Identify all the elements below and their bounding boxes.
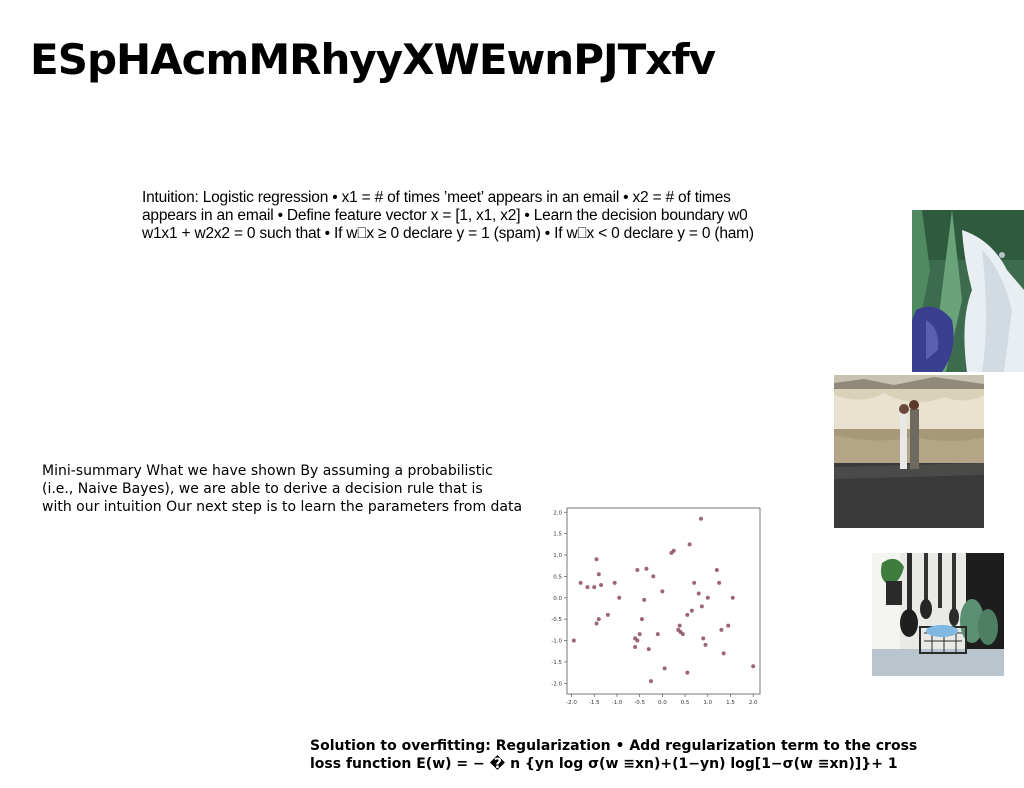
couple-by-lake-photo xyxy=(834,375,984,528)
scatter-point xyxy=(612,580,617,585)
y-tick-label: -2.0 xyxy=(551,681,562,687)
scatter-point xyxy=(730,595,735,600)
y-tick-label: 0.0 xyxy=(553,596,562,602)
scatter-point xyxy=(719,627,724,632)
solution-line: Solution to overfitting: Regularization … xyxy=(310,738,918,754)
scatter-point xyxy=(680,632,685,637)
scatter-point xyxy=(692,580,697,585)
x-tick-label: -2.0 xyxy=(566,700,577,706)
y-tick-label: -1.0 xyxy=(551,639,562,645)
scatter-point xyxy=(633,644,638,649)
intuition-line: Intuition: Logistic regression • x1 = # … xyxy=(142,189,731,206)
x-tick-label: -0.5 xyxy=(634,700,645,706)
x-tick-label: 1.5 xyxy=(726,700,735,706)
scatter-plot-svg: -2.0 -1.5 -1.0 -0.5 0.0 0.5 1.0 1.5 2.0 2.0 1.5 1.0… xyxy=(551,507,761,706)
y-tick-label: 0.5 xyxy=(553,574,562,580)
scatter-point xyxy=(701,636,706,641)
scatter-point xyxy=(637,632,642,637)
scatter-point xyxy=(635,568,640,572)
x-tick-label: 2.0 xyxy=(749,700,758,706)
intuition-line: w1x1 + w2x2 = 0 such that • If w⎕x ≥ 0 d… xyxy=(142,225,754,242)
scatter-point xyxy=(605,612,610,617)
scatter-point xyxy=(642,597,647,602)
scatter-point xyxy=(594,621,599,626)
scatter-point xyxy=(592,585,597,590)
scatter-point xyxy=(599,582,604,587)
laundry-clothes-photo xyxy=(912,210,1024,372)
scatter-point xyxy=(689,608,694,613)
scatter-point xyxy=(687,542,692,547)
slide-title: ESpHAcmMRhyyXWEwnPJTxfv xyxy=(30,35,716,84)
scatter-point xyxy=(639,617,644,622)
scatter-point xyxy=(649,679,654,684)
scatter-point xyxy=(571,638,576,643)
scatter-point xyxy=(696,591,701,596)
scatter-point xyxy=(699,604,704,609)
scatter-point xyxy=(655,632,660,637)
y-tick-label: 2.0 xyxy=(553,510,562,516)
scatter-point xyxy=(685,612,690,617)
scatter-point xyxy=(646,647,651,652)
summary-line: with our intuition Our next step is to l… xyxy=(42,499,523,515)
plot-frame xyxy=(566,507,761,695)
scatter-point xyxy=(721,651,726,656)
scatter-point xyxy=(617,595,622,600)
scatter-point xyxy=(677,623,682,628)
solution-line: loss function E(w) = − � n {yn log σ(w ≡… xyxy=(310,756,898,772)
y-tick-label: -1.5 xyxy=(551,660,562,666)
x-tick-label: -1.0 xyxy=(612,700,623,706)
scatter-point xyxy=(660,589,665,594)
intuition-text: Intuition: Logistic regression • x1 = # … xyxy=(142,189,792,243)
scatter-point xyxy=(635,638,640,643)
scatter-point xyxy=(705,595,710,600)
x-tick-label: -1.5 xyxy=(589,700,600,706)
scatter-point xyxy=(717,580,722,585)
y-tick-label: 1.5 xyxy=(553,532,562,538)
scatter-plot: -2.0 -1.5 -1.0 -0.5 0.0 0.5 1.0 1.5 2.0 2.0 1.5 1.0… xyxy=(540,503,765,708)
kitchen-shelf-photo xyxy=(872,553,1004,676)
scatter-point xyxy=(751,664,756,669)
scatter-point xyxy=(578,580,583,585)
summary-line: Mini-summary What we have shown By assum… xyxy=(42,463,493,479)
scatter-point xyxy=(594,557,599,562)
scatter-point xyxy=(698,516,703,521)
scatter-point xyxy=(644,566,649,571)
x-tick-label: 0.5 xyxy=(681,700,690,706)
y-tick-label: 1.0 xyxy=(553,553,562,559)
summary-line: (i.e., Naive Bayes), we are able to deri… xyxy=(42,481,483,497)
scatter-point xyxy=(596,572,601,577)
scatter-point xyxy=(585,585,590,590)
scatter-point xyxy=(662,666,667,671)
solution-text: Solution to overfitting: Regularization … xyxy=(310,737,1010,773)
mini-summary-text: Mini-summary What we have shown By assum… xyxy=(42,462,532,516)
intuition-line: appears in an email • Define feature vec… xyxy=(142,207,748,224)
x-tick-label: 0.0 xyxy=(658,700,667,706)
scatter-point xyxy=(671,548,676,553)
scatter-point xyxy=(651,574,656,579)
scatter-point xyxy=(703,642,708,647)
scatter-point xyxy=(726,623,731,628)
scatter-point xyxy=(714,568,719,572)
y-tick-label: -0.5 xyxy=(551,617,562,623)
scatter-point xyxy=(685,670,690,675)
scatter-point xyxy=(596,617,601,622)
x-tick-label: 1.0 xyxy=(703,700,712,706)
